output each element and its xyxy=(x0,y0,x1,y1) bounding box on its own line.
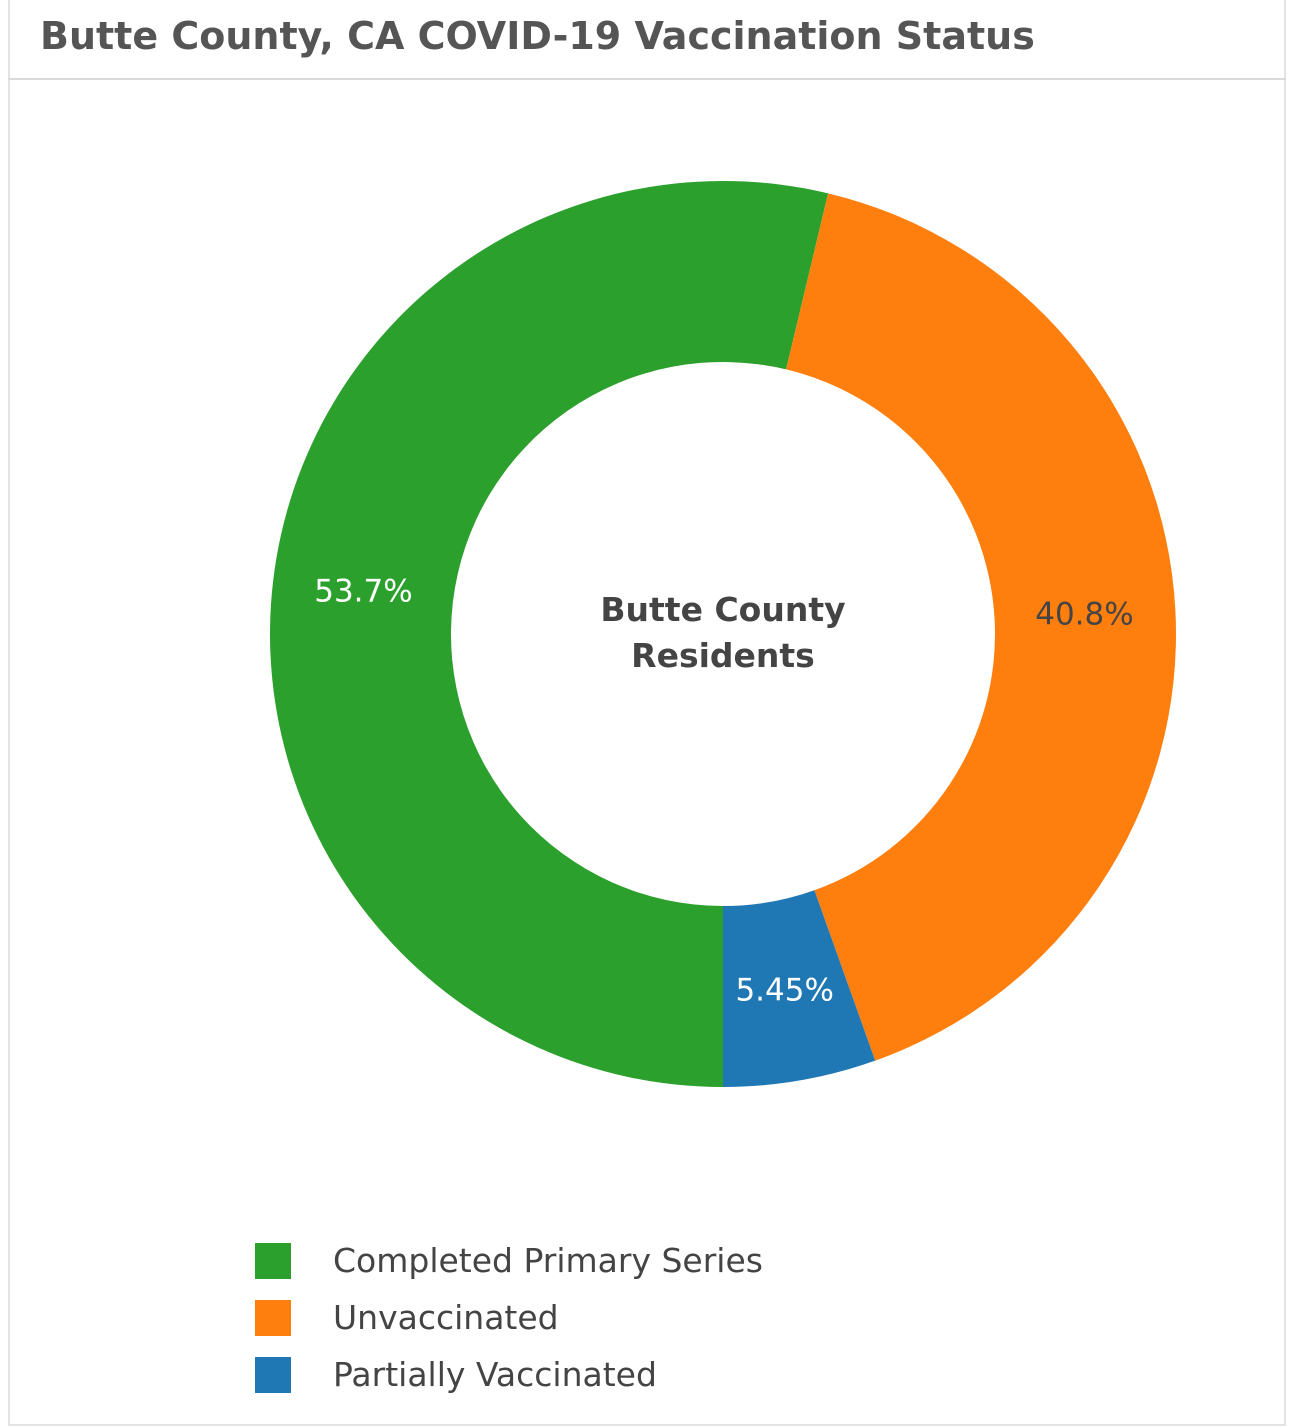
legend-item-unvaccinated[interactable]: Unvaccinated xyxy=(255,1289,763,1346)
donut-slice-partially-vaccinated[interactable] xyxy=(723,890,876,1087)
legend-swatch xyxy=(255,1356,291,1393)
slice-value-label: 40.8% xyxy=(1035,596,1133,632)
donut-slices xyxy=(270,180,1176,1087)
legend-label: Completed Primary Series xyxy=(333,1241,763,1280)
legend-swatch xyxy=(255,1299,291,1336)
donut-slice-unvaccinated[interactable] xyxy=(786,193,1176,1061)
legend-swatch xyxy=(255,1242,291,1279)
donut-slice-completed-primary-series[interactable] xyxy=(270,180,829,1087)
center-label-line-1: Butte County xyxy=(600,590,845,629)
legend-label: Unvaccinated xyxy=(333,1298,559,1337)
chart-legend: Completed Primary Series Unvaccinated Pa… xyxy=(255,1232,763,1403)
legend-label: Partially Vaccinated xyxy=(333,1355,657,1394)
chart-title: Butte County, CA COVID-19 Vaccination St… xyxy=(40,14,1035,58)
legend-item-completed[interactable]: Completed Primary Series xyxy=(255,1232,763,1289)
chart-header: Butte County, CA COVID-19 Vaccination St… xyxy=(8,0,1286,80)
center-label-line-2: Residents xyxy=(631,636,815,675)
legend-item-partially[interactable]: Partially Vaccinated xyxy=(255,1346,763,1403)
slice-value-label: 5.45% xyxy=(735,973,833,1009)
slice-labels: 53.7% 40.8% 5.45% xyxy=(314,574,1133,1009)
slice-value-label: 53.7% xyxy=(314,574,412,610)
